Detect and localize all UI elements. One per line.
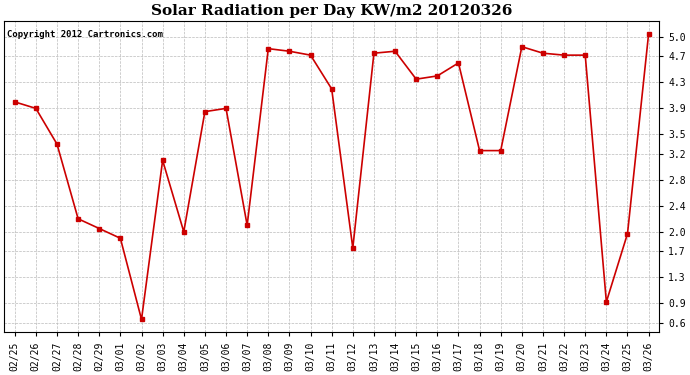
Title: Solar Radiation per Day KW/m2 20120326: Solar Radiation per Day KW/m2 20120326: [151, 4, 513, 18]
Text: Copyright 2012 Cartronics.com: Copyright 2012 Cartronics.com: [8, 30, 164, 39]
